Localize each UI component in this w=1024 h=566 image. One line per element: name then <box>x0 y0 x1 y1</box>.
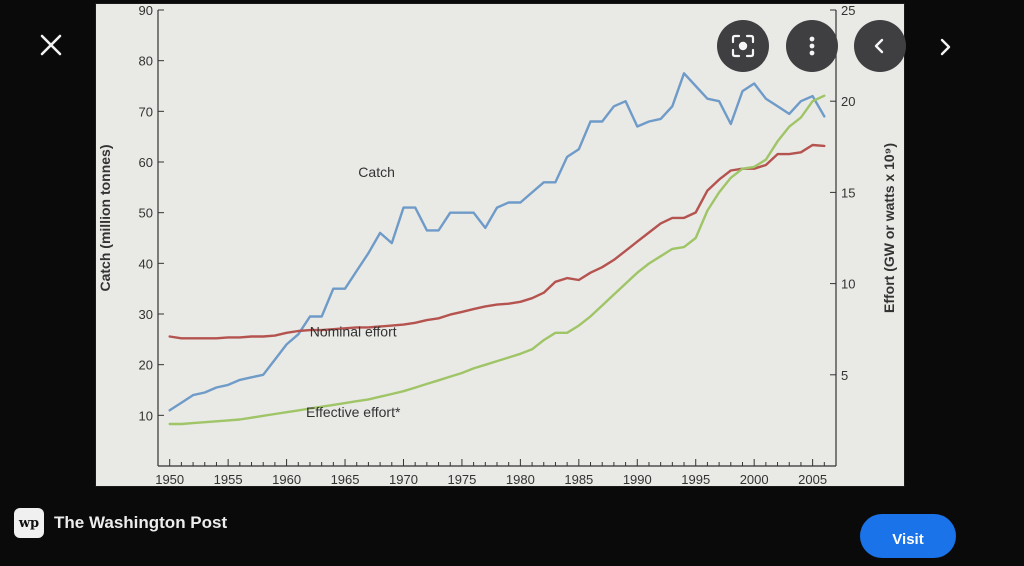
close-button[interactable] <box>34 28 68 62</box>
close-icon <box>40 34 62 56</box>
y2-tick-label: 15 <box>841 185 855 200</box>
x-tick-label: 1985 <box>564 472 593 486</box>
y-tick-label: 60 <box>139 155 153 170</box>
x-tick-label: 1980 <box>506 472 535 486</box>
chart-image: 10 20 30 40 50 60 70 80 90 5 10 15 20 25 1950 1955 1960 1… <box>96 3 904 487</box>
lens-button[interactable] <box>717 20 769 72</box>
x-tick-label: 1975 <box>447 472 476 486</box>
series-label-nominal-effort: Nominal effort <box>310 323 397 339</box>
x-tick-label: 2000 <box>740 472 769 486</box>
lens-icon <box>731 34 755 58</box>
y-tick-label: 50 <box>139 206 153 221</box>
y-tick-label: 90 <box>139 4 153 18</box>
x-tick-label: 1955 <box>214 472 243 486</box>
y2-axis-label: Effort (GW or watts x 10⁹) <box>881 143 897 313</box>
y2-tick-label: 5 <box>841 368 848 383</box>
source-logo: wp <box>14 508 44 538</box>
x-tick-label: 1950 <box>155 472 184 486</box>
y2-tick-label: 25 <box>841 4 855 18</box>
next-image-button[interactable] <box>932 30 960 64</box>
source-attribution[interactable]: wp The Washington Post <box>14 506 227 540</box>
y-tick-label: 10 <box>139 408 153 423</box>
series-line-effective-effort <box>168 94 826 426</box>
image-viewer: 10 20 30 40 50 60 70 80 90 5 10 15 20 25 1950 1955 1960 1… <box>14 3 960 558</box>
x-tick-label: 1990 <box>623 472 652 486</box>
y-tick-label: 30 <box>139 307 153 322</box>
collapse-panel-button[interactable] <box>854 20 906 72</box>
y-tick-label: 80 <box>139 54 153 69</box>
fish-catch-effort-chart: 10 20 30 40 50 60 70 80 90 5 10 15 20 25 1950 1955 1960 1… <box>97 3 897 487</box>
series-line-nominal-effort <box>168 143 826 340</box>
x-tick-label: 2005 <box>798 472 827 486</box>
x-tick-label: 1995 <box>681 472 710 486</box>
x-tick-label: 1965 <box>331 472 360 486</box>
y-tick-label: 40 <box>139 256 153 271</box>
y2-tick-label: 20 <box>841 94 855 109</box>
x-tick-label: 1960 <box>272 472 301 486</box>
x-tick-label: 1970 <box>389 472 418 486</box>
chevron-right-icon <box>940 38 951 56</box>
y2-tick-label: 10 <box>841 277 855 292</box>
more-vert-icon <box>809 36 815 56</box>
source-name[interactable]: The Washington Post <box>54 513 228 532</box>
more-options-button[interactable] <box>786 20 838 72</box>
series-label-effective-effort: Effective effort* <box>306 404 401 420</box>
y-axis-label: Catch (million tonnes) <box>97 145 113 292</box>
series-line-catch <box>168 72 826 412</box>
y-tick-label: 70 <box>139 104 153 119</box>
series-label-catch: Catch <box>358 164 395 180</box>
y-tick-label: 20 <box>139 358 153 373</box>
visit-button[interactable]: Visit <box>860 514 956 558</box>
chevron-left-icon <box>874 38 884 54</box>
